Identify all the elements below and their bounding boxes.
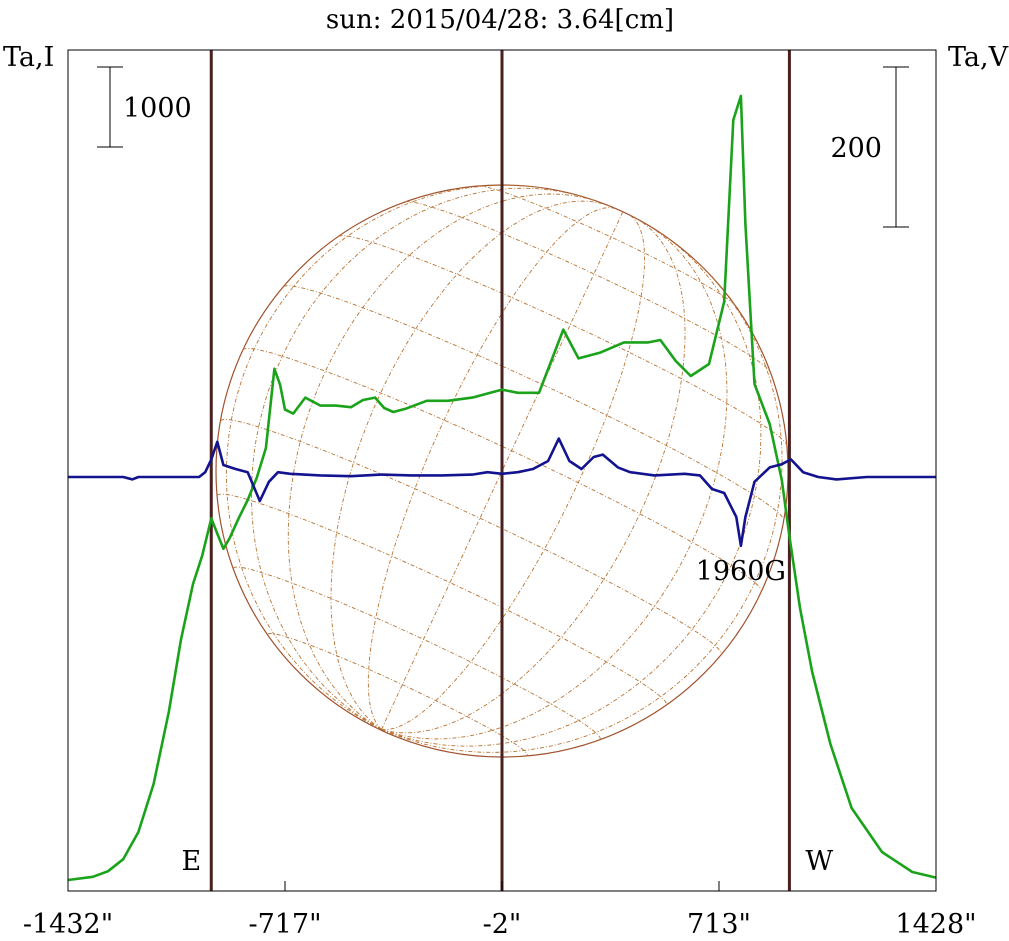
latitude-line	[220, 419, 722, 655]
longitude-line	[367, 207, 616, 730]
x-tick-label: -717"	[248, 909, 321, 940]
left-axis-label: Ta,I	[3, 42, 54, 73]
longitude-line	[225, 184, 541, 730]
longitude-line	[381, 226, 728, 740]
limb-label-west: W	[805, 846, 833, 877]
longitude-line	[287, 193, 594, 730]
solar-disk	[215, 184, 789, 758]
limb-markers	[209, 50, 791, 891]
longitude-line	[381, 230, 762, 747]
x-tick-label: -2"	[483, 909, 522, 940]
annotations: E W 1960G	[182, 556, 834, 877]
x-tick-label: 713"	[687, 909, 751, 940]
data-series	[67, 94, 937, 882]
peak-annotation: 1960G	[696, 556, 786, 587]
x-tick-label: 1428"	[895, 909, 976, 940]
longitude-line	[381, 214, 646, 731]
latitude-line	[267, 633, 528, 756]
longitude-line	[381, 218, 686, 734]
scale-bars: 1000 200	[97, 66, 909, 228]
latitude-line	[338, 235, 788, 446]
intensity-curve	[67, 94, 937, 882]
circular-polarization-curve	[68, 437, 936, 548]
longitude-line	[251, 187, 587, 730]
latitude-line	[405, 201, 771, 373]
latitude-line	[216, 493, 667, 705]
limb-label-east: E	[182, 846, 202, 877]
longitude-line	[381, 211, 624, 730]
longitude-line	[330, 200, 610, 730]
right-axis-label: Ta,V	[948, 42, 1009, 73]
longitude-line	[381, 259, 783, 753]
scale-bar-label: 1000	[123, 93, 192, 124]
scale-bar-label: 200	[830, 133, 882, 164]
chart-title: sun: 2015/04/28: 3.64[cm]	[326, 5, 674, 35]
x-tick-label: -1432"	[23, 909, 113, 940]
x-axis-ticks: -1432" -717" -2" 713" 1428"	[23, 881, 977, 940]
